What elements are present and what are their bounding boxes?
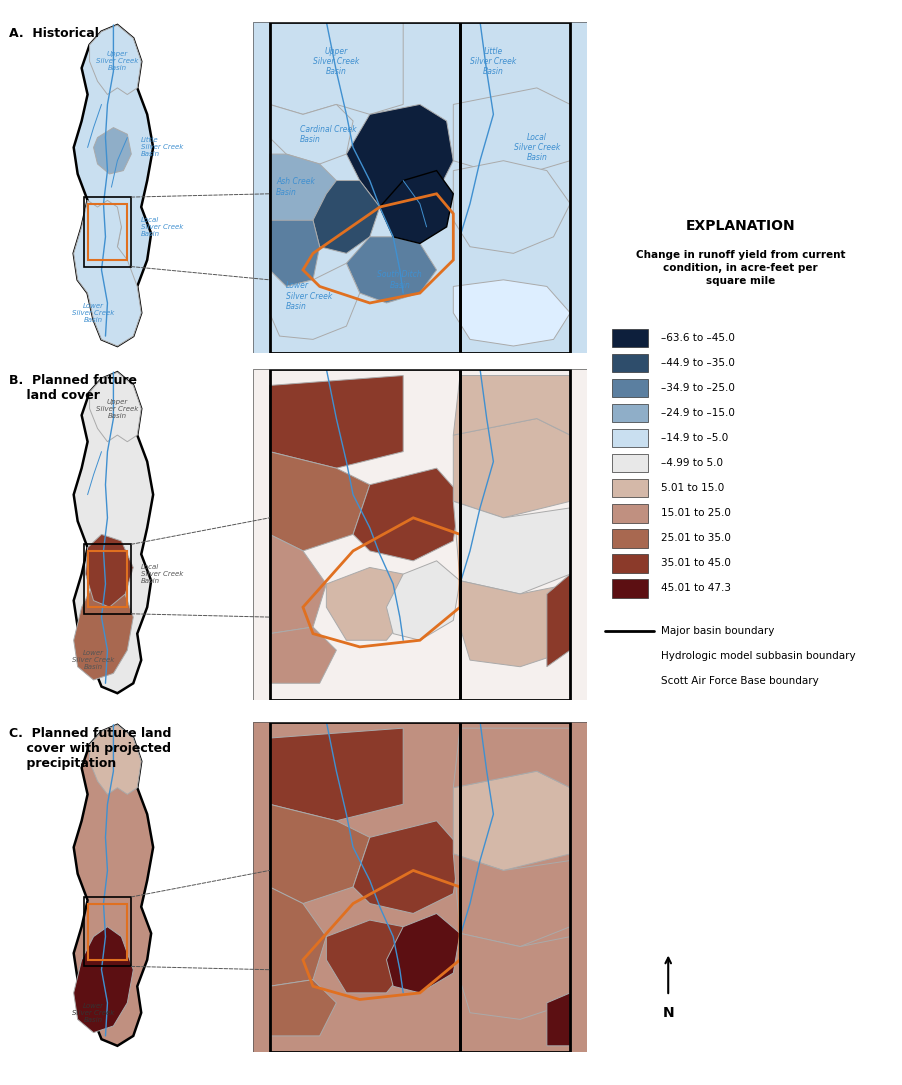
Polygon shape <box>270 451 370 551</box>
Text: 15.01 to 25.0: 15.01 to 25.0 <box>660 508 730 519</box>
Text: Local
Silver Creek
Basin: Local Silver Creek Basin <box>513 132 559 163</box>
Polygon shape <box>453 419 570 518</box>
Bar <box>611 354 648 372</box>
Polygon shape <box>459 933 570 1020</box>
Polygon shape <box>270 804 370 904</box>
Polygon shape <box>270 627 336 684</box>
Text: C.  Planned future land
    cover with projected
    precipitation: C. Planned future land cover with projec… <box>9 727 171 770</box>
Text: 35.01 to 45.0: 35.01 to 45.0 <box>660 559 730 569</box>
Bar <box>611 505 648 523</box>
Text: 45.01 to 47.3: 45.01 to 47.3 <box>660 584 730 593</box>
Text: Lower
Silver Creek
Basin: Lower Silver Creek Basin <box>72 1003 115 1023</box>
Polygon shape <box>74 927 133 1033</box>
Polygon shape <box>313 180 380 253</box>
Text: Major basin boundary: Major basin boundary <box>660 626 773 636</box>
Polygon shape <box>386 914 459 993</box>
Polygon shape <box>94 128 131 174</box>
Text: EXPLANATION: EXPLANATION <box>685 219 795 233</box>
Polygon shape <box>74 25 153 346</box>
Bar <box>611 529 648 548</box>
Polygon shape <box>74 201 141 346</box>
Polygon shape <box>270 728 402 821</box>
Polygon shape <box>326 567 413 640</box>
Text: Ash Creek
Basin: Ash Creek Basin <box>276 178 315 196</box>
Polygon shape <box>270 104 353 164</box>
Polygon shape <box>453 88 570 170</box>
Polygon shape <box>89 25 141 94</box>
Polygon shape <box>453 280 570 346</box>
Text: Little
Silver Creek
Basin: Little Silver Creek Basin <box>470 47 516 76</box>
Text: –63.6 to –45.0: –63.6 to –45.0 <box>660 333 733 343</box>
Polygon shape <box>353 469 459 561</box>
Text: Upper
Silver Creek
Basin: Upper Silver Creek Basin <box>97 51 138 72</box>
Polygon shape <box>270 220 319 286</box>
Bar <box>611 329 648 347</box>
Text: South Ditch
Basin: South Ditch Basin <box>377 270 422 290</box>
Polygon shape <box>270 980 336 1036</box>
Polygon shape <box>270 888 326 986</box>
Text: Lower
Silver Creek
Basin: Lower Silver Creek Basin <box>72 303 115 323</box>
Polygon shape <box>270 264 359 340</box>
Polygon shape <box>89 372 141 442</box>
Polygon shape <box>86 535 133 608</box>
Polygon shape <box>270 22 402 114</box>
Polygon shape <box>346 237 437 303</box>
Text: Lower
Silver Creek
Basin: Lower Silver Creek Basin <box>286 281 332 311</box>
Polygon shape <box>453 771 570 870</box>
Polygon shape <box>453 375 570 435</box>
Bar <box>611 480 648 498</box>
Bar <box>611 454 648 472</box>
Polygon shape <box>74 725 153 1046</box>
Text: Upper
Silver Creek
Basin: Upper Silver Creek Basin <box>313 47 359 76</box>
Polygon shape <box>89 214 121 253</box>
Text: 25.01 to 35.0: 25.01 to 35.0 <box>660 534 730 544</box>
Polygon shape <box>270 375 402 469</box>
Text: 5.01 to 15.0: 5.01 to 15.0 <box>660 483 723 494</box>
Polygon shape <box>453 161 570 253</box>
Polygon shape <box>74 372 153 693</box>
Polygon shape <box>453 501 570 593</box>
Polygon shape <box>547 993 570 1046</box>
Polygon shape <box>270 535 326 634</box>
Text: Upper
Silver Creek
Basin: Upper Silver Creek Basin <box>97 398 138 419</box>
Text: –34.9 to –25.0: –34.9 to –25.0 <box>660 383 733 393</box>
Polygon shape <box>386 561 459 640</box>
Text: Scott Air Force Base boundary: Scott Air Force Base boundary <box>660 676 817 686</box>
Text: –14.9 to –5.0: –14.9 to –5.0 <box>660 433 727 443</box>
Polygon shape <box>326 920 413 993</box>
Polygon shape <box>453 854 570 946</box>
Polygon shape <box>346 104 453 214</box>
Text: –44.9 to –35.0: –44.9 to –35.0 <box>660 358 733 368</box>
Polygon shape <box>547 574 570 666</box>
Text: Cardinal Creek
Basin: Cardinal Creek Basin <box>299 125 355 144</box>
Bar <box>611 404 648 422</box>
Text: A.  Historical: A. Historical <box>9 27 99 40</box>
Text: Hydrologic model subbasin boundary: Hydrologic model subbasin boundary <box>660 651 854 661</box>
Polygon shape <box>453 728 570 788</box>
Text: Local
Silver Creek
Basin: Local Silver Creek Basin <box>141 217 183 237</box>
Text: –24.9 to –15.0: –24.9 to –15.0 <box>660 408 733 418</box>
Polygon shape <box>270 154 336 230</box>
Bar <box>611 579 648 598</box>
Polygon shape <box>459 580 570 666</box>
Polygon shape <box>353 821 459 914</box>
Polygon shape <box>380 170 453 243</box>
Text: Local
Silver Creek
Basin: Local Silver Creek Basin <box>141 564 183 584</box>
Bar <box>611 379 648 397</box>
Text: B.  Planned future
    land cover: B. Planned future land cover <box>9 374 137 403</box>
Text: Change in runoff yield from current
condition, in acre-feet per
square mile: Change in runoff yield from current cond… <box>635 250 844 286</box>
Polygon shape <box>89 725 141 794</box>
Bar <box>611 554 648 573</box>
Text: –4.99 to 5.0: –4.99 to 5.0 <box>660 458 722 469</box>
Text: Lower
Silver Creek
Basin: Lower Silver Creek Basin <box>72 650 115 671</box>
Text: N: N <box>662 1007 673 1020</box>
Text: Little
Silver Creek
Basin: Little Silver Creek Basin <box>141 138 183 157</box>
Bar <box>611 429 648 447</box>
Polygon shape <box>74 574 133 680</box>
